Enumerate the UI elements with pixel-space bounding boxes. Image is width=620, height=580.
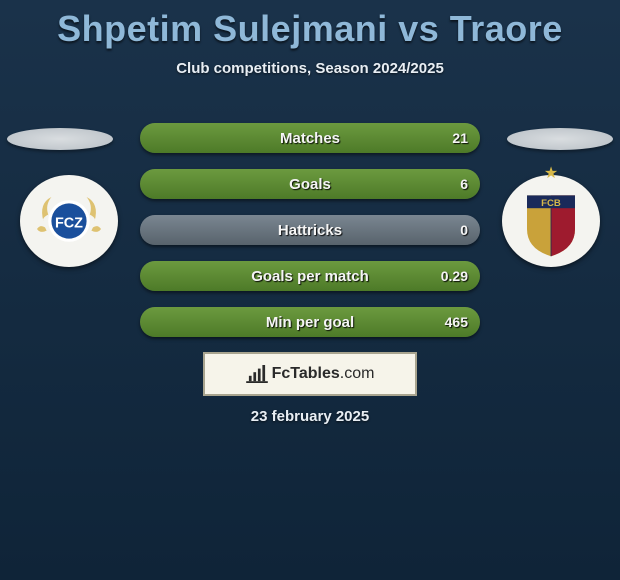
- stat-row: Min per goal465: [140, 307, 480, 337]
- player-a-ellipse: [7, 128, 113, 150]
- brand-name: FcTables.com: [272, 365, 375, 383]
- stat-value-b: 6: [460, 169, 468, 199]
- brand-badge: FcTables.com: [203, 352, 417, 396]
- stat-label: Matches: [140, 123, 480, 153]
- comparison-date: 23 february 2025: [0, 408, 620, 425]
- stat-label: Hattricks: [140, 215, 480, 245]
- stat-rows: Matches21 Goals6 Hattricks0 Goals per match…: [140, 123, 480, 353]
- stat-value-b: 0.29: [441, 261, 468, 291]
- fcb-crest-icon: FCB: [508, 181, 594, 261]
- stat-row: Hattricks0: [140, 215, 480, 245]
- team-a-badge: FCZ: [20, 175, 118, 267]
- stat-row: Goals6: [140, 169, 480, 199]
- star-icon: ★: [544, 163, 558, 183]
- stat-label: Goals: [140, 169, 480, 199]
- svg-text:FCB: FCB: [541, 198, 561, 209]
- stat-value-b: 21: [452, 123, 468, 153]
- player-b-ellipse: [507, 128, 613, 150]
- svg-text:FCZ: FCZ: [55, 215, 83, 231]
- stat-value-b: 0: [460, 215, 468, 245]
- stat-label: Goals per match: [140, 261, 480, 291]
- stat-row: Goals per match0.29: [140, 261, 480, 291]
- bar-chart-icon: [246, 365, 268, 383]
- stat-label: Min per goal: [140, 307, 480, 337]
- comparison-title: Shpetim Sulejmani vs Traore: [0, 0, 620, 50]
- fcz-crest-icon: FCZ: [26, 181, 112, 261]
- stat-row: Matches21: [140, 123, 480, 153]
- stat-value-b: 465: [445, 307, 468, 337]
- team-b-badge: ★ FCB: [502, 175, 600, 267]
- comparison-subtitle: Club competitions, Season 2024/2025: [0, 60, 620, 77]
